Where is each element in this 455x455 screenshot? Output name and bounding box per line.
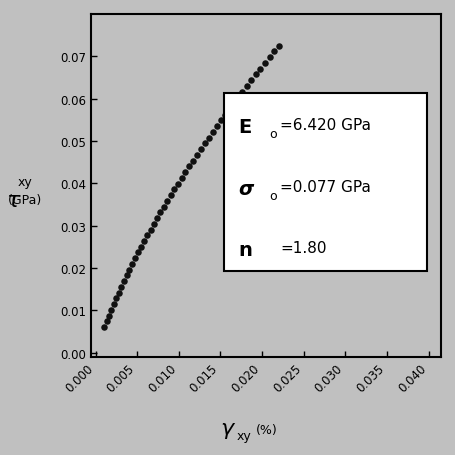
Text: xy: xy (18, 176, 32, 188)
Point (103, 318, 110, 325)
Point (120, 278, 127, 285)
Point (126, 267, 133, 274)
Point (208, 129, 216, 136)
Point (101, 324, 108, 331)
Point (185, 163, 192, 171)
Point (189, 157, 196, 165)
Point (107, 307, 115, 314)
Point (265, 55, 273, 62)
Point (201, 141, 208, 148)
Point (247, 77, 254, 85)
Point (212, 123, 220, 131)
Point (140, 238, 147, 245)
Point (181, 169, 188, 177)
Text: $\mathbf{E}$: $\mathbf{E}$ (238, 117, 252, 136)
Point (243, 83, 250, 91)
Point (170, 186, 177, 193)
Point (205, 135, 212, 142)
Point (150, 221, 157, 228)
Point (131, 255, 139, 262)
Point (221, 112, 228, 119)
Point (147, 226, 154, 233)
Point (105, 312, 112, 319)
Point (229, 100, 237, 107)
Text: (%): (%) (255, 424, 277, 436)
Text: xy: xy (236, 430, 251, 442)
Point (167, 192, 174, 199)
Point (160, 203, 167, 211)
Point (234, 95, 241, 102)
Point (252, 71, 259, 79)
Point (270, 49, 278, 56)
Text: =1.80: =1.80 (280, 241, 326, 256)
Text: $\mathbf{n}$: $\mathbf{n}$ (238, 241, 252, 260)
Point (217, 117, 224, 125)
Point (153, 215, 161, 222)
Text: $\boldsymbol{\sigma}$: $\boldsymbol{\sigma}$ (238, 179, 255, 198)
Point (110, 301, 117, 308)
Text: =6.420 GPa: =6.420 GPa (280, 117, 370, 132)
Text: $\tau$: $\tau$ (6, 190, 21, 210)
Point (174, 181, 181, 188)
Point (115, 289, 122, 297)
Point (123, 272, 130, 279)
FancyBboxPatch shape (224, 94, 426, 272)
Point (225, 106, 233, 113)
Point (117, 283, 125, 291)
Point (193, 152, 200, 159)
Text: =0.077 GPa: =0.077 GPa (280, 179, 370, 194)
Point (128, 261, 136, 268)
Point (137, 243, 145, 251)
Point (256, 66, 263, 73)
Text: o: o (269, 189, 277, 202)
Point (163, 198, 171, 205)
Text: (GPa): (GPa) (8, 194, 42, 207)
Point (112, 295, 120, 303)
Point (143, 232, 151, 239)
Text: o: o (269, 128, 277, 141)
Point (177, 175, 185, 182)
Point (134, 249, 142, 257)
Point (275, 43, 282, 50)
Point (261, 60, 268, 67)
Point (197, 146, 204, 153)
Point (157, 209, 164, 217)
Point (238, 89, 246, 96)
Text: $\gamma$: $\gamma$ (219, 420, 236, 440)
